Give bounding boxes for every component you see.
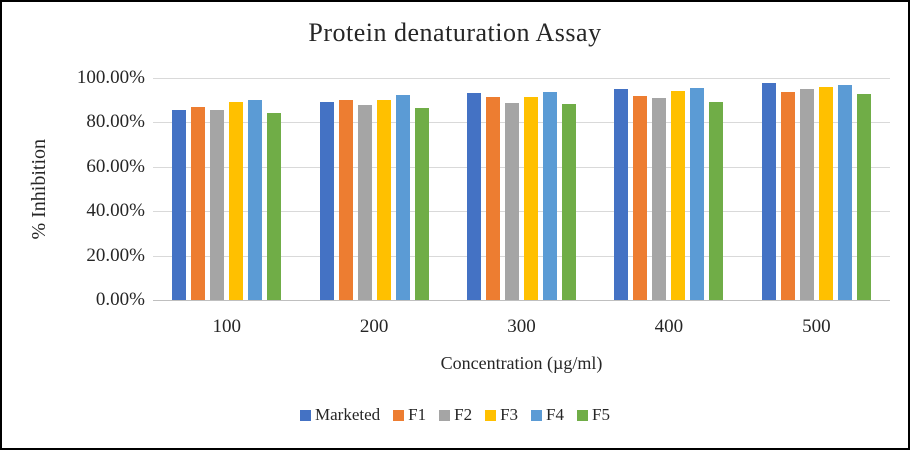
bar-f3 xyxy=(376,99,391,300)
y-tick-label: 0.00% xyxy=(95,289,145,310)
bar-f3 xyxy=(671,90,686,300)
bar-f3 xyxy=(229,101,244,300)
bar-f5 xyxy=(414,108,429,300)
y-tick-label: 20.00% xyxy=(86,244,145,266)
legend-item-f4: F4 xyxy=(531,405,564,425)
gridline xyxy=(153,122,890,124)
y-axis-labels: 100.00% 80.00% 60.00% 40.00% 20.00% 0.00% xyxy=(2,67,145,310)
bar-f2 xyxy=(505,102,520,300)
bar-f5 xyxy=(267,112,282,300)
bar-f4 xyxy=(543,92,558,300)
bar-f5 xyxy=(562,104,577,300)
bar-f1 xyxy=(191,106,206,300)
legend-label: Marketed xyxy=(315,405,381,424)
legend-swatch-icon xyxy=(300,409,311,421)
bar-f5 xyxy=(709,101,724,300)
x-tick-label: 100 xyxy=(212,316,241,337)
bar-groups xyxy=(153,78,890,300)
legend-item-f2: F2 xyxy=(439,405,472,425)
bar-f3 xyxy=(524,97,539,300)
bar-f4 xyxy=(395,95,410,300)
bar-f1 xyxy=(633,95,648,300)
gridline xyxy=(153,211,890,213)
y-tick-label: 100.00% xyxy=(76,67,145,88)
x-axis-title: Concentration (µg/ml) xyxy=(440,353,603,373)
gridline xyxy=(153,78,890,79)
legend-item-marketed: Marketed xyxy=(300,405,380,425)
y-tick-label: 60.00% xyxy=(86,155,145,177)
bar-group xyxy=(300,78,447,300)
bar-f3 xyxy=(818,86,833,300)
bar-f5 xyxy=(856,94,871,300)
bar-marketed xyxy=(319,102,334,300)
bar-marketed xyxy=(172,109,187,300)
legend-label: F3 xyxy=(500,405,519,424)
chart-title: Protein denaturation Assay xyxy=(308,18,602,47)
legend-label: F4 xyxy=(546,405,565,424)
bar-group xyxy=(153,78,300,300)
bar-f4 xyxy=(690,88,705,300)
legend-item-f3: F3 xyxy=(485,405,518,425)
bar-f1 xyxy=(486,97,501,300)
legend-label: F5 xyxy=(592,405,610,424)
bar-marketed xyxy=(614,88,629,300)
bar-f2 xyxy=(357,105,372,300)
legend-swatch-icon xyxy=(393,409,405,421)
bar-f1 xyxy=(338,99,353,300)
bar-marketed xyxy=(761,83,776,300)
y-tick-label: 40.00% xyxy=(86,200,145,222)
plot-area xyxy=(153,78,890,301)
bar-f2 xyxy=(799,89,814,300)
legend-item-f1: F1 xyxy=(393,405,426,425)
gridline xyxy=(153,255,890,257)
x-tick-label: 300 xyxy=(507,316,536,337)
bar-group xyxy=(595,78,742,300)
x-tick-label: 400 xyxy=(654,316,684,337)
gridline xyxy=(153,166,890,168)
bar-f4 xyxy=(248,100,263,300)
legend-swatch-icon xyxy=(485,409,497,421)
x-tick-label: 500 xyxy=(802,316,831,337)
x-axis-labels: 100 200 300 400 500 xyxy=(153,316,890,338)
bar-marketed xyxy=(467,92,482,300)
legend-label: F1 xyxy=(408,405,427,424)
legend: Marketed F1 F2 F3 F4 F5 xyxy=(2,405,908,425)
x-tick-label: 200 xyxy=(359,316,389,337)
legend-swatch-icon xyxy=(577,409,589,421)
legend-swatch-icon xyxy=(439,409,451,421)
y-tick-label: 80.00% xyxy=(86,111,145,133)
legend-swatch-icon xyxy=(531,409,543,421)
bar-group xyxy=(743,78,890,300)
legend-label: F2 xyxy=(454,405,473,424)
bar-group xyxy=(448,78,595,300)
bar-f2 xyxy=(210,110,225,300)
bar-f2 xyxy=(652,97,667,300)
bar-f1 xyxy=(780,92,795,300)
legend-item-f5: F5 xyxy=(577,405,610,425)
bar-f4 xyxy=(837,84,852,300)
